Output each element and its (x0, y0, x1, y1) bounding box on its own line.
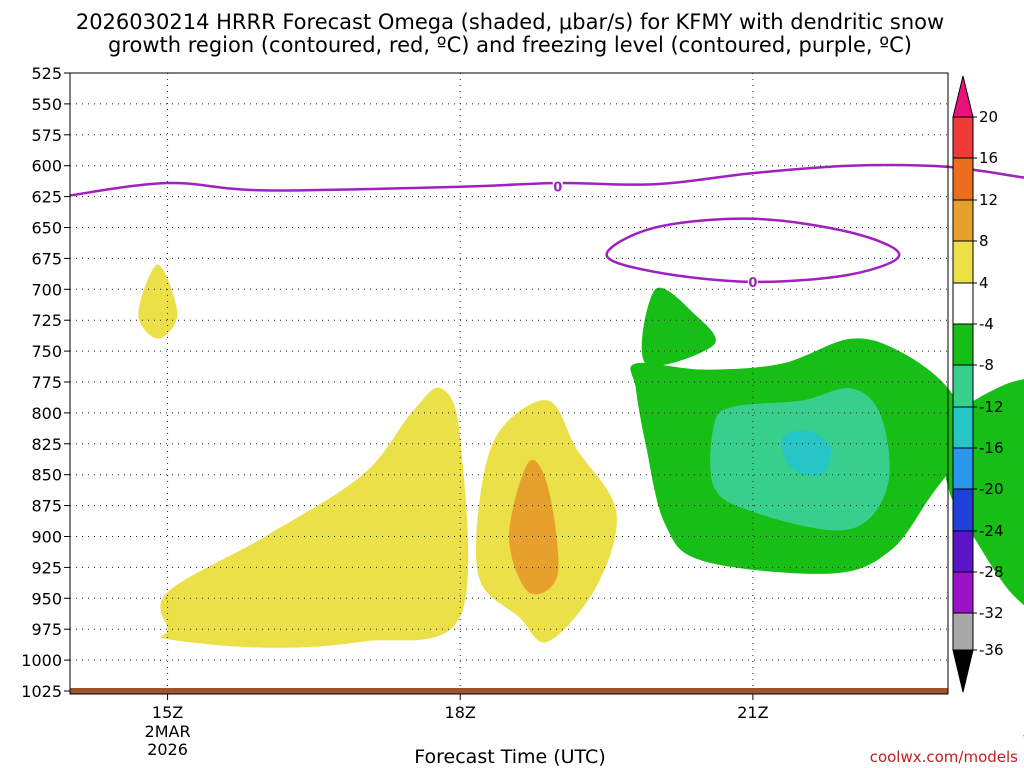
colorbar-label: -12 (979, 398, 1004, 416)
colorbar-top-triangle (952, 75, 974, 118)
y-tick-label: 750 (31, 342, 62, 361)
freezing-level-loop (605, 217, 901, 284)
y-tick-label: 800 (31, 404, 62, 423)
y-tick-label: 1025 (21, 682, 62, 701)
y-tick-label: 950 (31, 589, 62, 608)
chart-title-line2: growth region (contoured, red, ºC) and f… (108, 33, 912, 57)
y-tick-label: 925 (31, 558, 62, 577)
colorbar-label: -32 (979, 604, 1004, 622)
chart-title-line1: 2026030214 HRRR Forecast Omega (shaded, … (76, 10, 944, 34)
y-tick-label: 1000 (21, 651, 62, 670)
colorbar-segment-5 (952, 323, 974, 366)
y-tick-label: 575 (31, 126, 62, 145)
colorbar-segment-12 (952, 612, 974, 651)
colorbar-label: -20 (979, 480, 1004, 498)
x-tick-label: 15Z (152, 703, 183, 722)
colorbar-label: 16 (979, 149, 998, 167)
colorbar-label: 4 (979, 274, 989, 292)
credit-text: coolwx.com/models (870, 748, 1018, 766)
plot-frame (69, 72, 949, 695)
colorbar-label: -4 (979, 315, 994, 333)
colorbar-segment-1 (952, 157, 974, 201)
freezing-level-label: 0 (553, 181, 562, 196)
colorbar-label: -24 (979, 522, 1004, 540)
colorbar-label: 20 (979, 108, 998, 126)
colorbar-label: -28 (979, 563, 1004, 581)
colorbar-label: -8 (979, 356, 994, 374)
colorbar-bottom-triangle (952, 649, 974, 693)
colorbar-segment-3 (952, 240, 974, 284)
y-tick-label: 550 (31, 95, 62, 114)
y-tick-label: 975 (31, 620, 62, 639)
freezing-level-line (69, 163, 1024, 197)
colorbar-segment-11 (952, 571, 974, 614)
colorbar-label: -16 (979, 439, 1004, 457)
omega-region-neg4-1 (641, 287, 716, 366)
colorbar-segment-10 (952, 530, 974, 573)
y-tick-label: 875 (31, 497, 62, 516)
ground-surface (70, 688, 948, 694)
freezing-level-label: 0 (748, 276, 757, 291)
y-tick-label: 675 (31, 249, 62, 268)
colorbar-segment-0 (952, 116, 974, 159)
colorbar-segment-8 (952, 447, 974, 490)
y-tick-label: 625 (31, 188, 62, 207)
x-axis-label: Forecast Time (UTC) (414, 746, 605, 768)
plot-area: 000 (69, 72, 1024, 695)
x-tick-label: 21Z (737, 703, 768, 722)
y-tick-label: 700 (31, 280, 62, 299)
y-tick-label: 650 (31, 219, 62, 238)
x-tick-sublabel-date: 2MAR (145, 722, 191, 741)
freezing-level-contours: 000 (69, 163, 1024, 291)
colorbar-segment-6 (952, 364, 974, 408)
x-tick-sublabel-year: 2026 (147, 740, 188, 759)
grid-lines (70, 72, 948, 692)
y-tick-label: 900 (31, 528, 62, 547)
y-tick-label: 725 (31, 311, 62, 330)
colorbar-segment-4 (952, 282, 974, 325)
colorbar-label: 8 (979, 232, 989, 250)
omega-region-neg12-0 (781, 430, 832, 476)
y-tick-label: 825 (31, 435, 62, 454)
omega-region-4-1 (160, 387, 469, 648)
colorbar-label: -36 (979, 641, 1004, 659)
y-tick-label: 600 (31, 157, 62, 176)
freezing-label-bg-0 (552, 179, 563, 193)
x-axis-ticks: 15Z2MAR202618Z21Z00Z3MAR03Z06Z (145, 694, 1024, 759)
y-axis-ticks: 525 550 575 600 625 650 675 700 725 750 775 800 825 8… (21, 64, 70, 701)
colorbar-label: 12 (979, 191, 998, 209)
colorbar-segment-7 (952, 406, 974, 449)
y-tick-label: 525 (31, 64, 62, 83)
x-tick-label: 18Z (445, 703, 476, 722)
omega-region-8-0 (509, 459, 559, 595)
colorbar: 20 16 12 8 4 -4 -8 -12 -16 -20 -24 -28 -32 -36 (952, 75, 1004, 693)
y-tick-label: 850 (31, 466, 62, 485)
colorbar-segment-9 (952, 488, 974, 532)
x-tick-sublabel-date: 3MAR (1023, 722, 1024, 741)
freezing-label-bg-2 (747, 274, 758, 288)
y-tick-label: 775 (31, 373, 62, 392)
colorbar-segment-2 (952, 199, 974, 242)
